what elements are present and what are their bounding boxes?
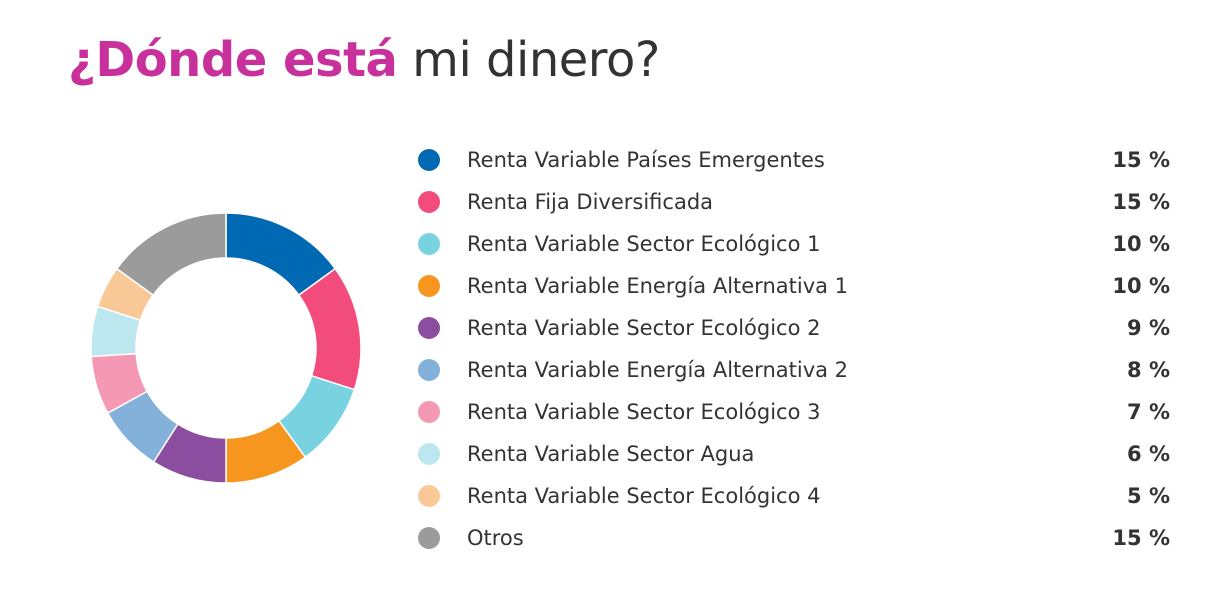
legend-swatch	[418, 317, 440, 339]
legend-value: 10 %	[1112, 232, 1170, 256]
legend-label: Renta Variable Países Emergentes	[467, 148, 825, 172]
legend-value: 7 %	[1127, 400, 1170, 424]
legend-label: Renta Variable Sector Ecológico 4	[467, 484, 821, 508]
legend-value: 8 %	[1127, 358, 1170, 382]
legend-label: Renta Variable Energía Alternativa 2	[467, 358, 849, 382]
legend-value: 15 %	[1112, 148, 1170, 172]
legend-label: Renta Variable Sector Ecológico 1	[467, 232, 821, 256]
legend-item: Otros 15 %	[418, 517, 1170, 559]
legend-item: Renta Variable Sector Ecológico 4 5 %	[418, 475, 1170, 517]
legend-item: Renta Variable Energía Alternativa 1 10 %	[418, 265, 1170, 307]
legend-item: Renta Variable Energía Alternativa 2 8 %	[418, 349, 1170, 391]
legend-label: Renta Fija Diversificada	[467, 190, 714, 214]
legend-item: Renta Variable Sector Ecológico 3 7 %	[418, 391, 1170, 433]
legend-value: 15 %	[1112, 190, 1170, 214]
legend-swatch	[418, 401, 440, 423]
legend-value: 6 %	[1127, 442, 1170, 466]
legend-value: 9 %	[1127, 316, 1170, 340]
legend-swatch	[418, 191, 440, 213]
legend-value: 10 %	[1112, 274, 1170, 298]
legend-item: Renta Variable Sector Agua 6 %	[418, 433, 1170, 475]
legend-label: Otros	[467, 526, 524, 550]
legend-item: Renta Variable Sector Ecológico 1 10 %	[418, 223, 1170, 265]
donut-chart	[90, 212, 362, 484]
legend-value: 5 %	[1127, 484, 1170, 508]
legend-item: Renta Fija Diversificada 15 %	[418, 181, 1170, 223]
legend-swatch	[418, 359, 440, 381]
legend-value: 15 %	[1112, 526, 1170, 550]
legend-swatch	[418, 443, 440, 465]
chart-legend: Renta Variable Países Emergentes 15 % Rent…	[418, 139, 1170, 559]
title-highlight: ¿Dónde está	[68, 32, 398, 88]
legend-swatch	[418, 275, 440, 297]
page-title: ¿Dónde está mi dinero?	[68, 28, 660, 92]
title-rest: mi dinero?	[397, 32, 660, 88]
legend-label: Renta Variable Sector Ecológico 2	[467, 316, 821, 340]
legend-swatch	[418, 485, 440, 507]
legend-label: Renta Variable Sector Ecológico 3	[467, 400, 821, 424]
legend-label: Renta Variable Sector Agua	[467, 442, 755, 466]
legend-swatch	[418, 149, 440, 171]
legend-item: Renta Variable Países Emergentes 15 %	[418, 139, 1170, 181]
legend-swatch	[418, 527, 440, 549]
legend-item: Renta Variable Sector Ecológico 2 9 %	[418, 307, 1170, 349]
legend-swatch	[418, 233, 440, 255]
donut-slice-10	[115, 212, 227, 297]
legend-label: Renta Variable Energía Alternativa 1	[467, 274, 849, 298]
